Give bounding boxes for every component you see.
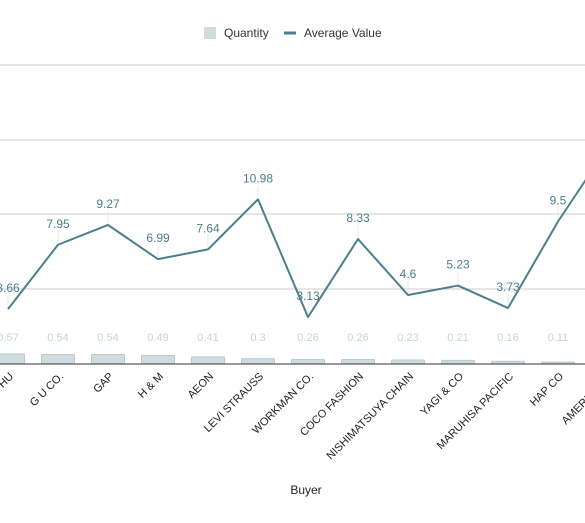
bar-gap bbox=[91, 354, 125, 365]
line-value-label: 3.73 bbox=[496, 280, 520, 294]
bar-h-m bbox=[141, 354, 175, 365]
bar-value-labels: 0.57 0.54 0.54 0.49 0.41 0.3 0.26 0.26 0.23 0.21 0… bbox=[0, 332, 568, 344]
x-tick-label: G U CO. bbox=[28, 371, 66, 409]
x-tick-label: HU bbox=[0, 371, 16, 391]
bar-value-label: 0.23 bbox=[397, 332, 418, 344]
legend: Quantity Average Value bbox=[204, 26, 382, 40]
line-value-label: 10.98 bbox=[243, 171, 273, 185]
bar-value-label: 0.3 bbox=[250, 332, 265, 344]
legend-average-value-label: Average Value bbox=[304, 26, 382, 40]
line-value-label: 3.66 bbox=[0, 281, 20, 295]
line-value-labels: 3.66 7.95 9.27 6.99 7.64 10.98 3.13 8.33 4.6 5.23… bbox=[0, 171, 567, 316]
bar-value-label: 0.49 bbox=[147, 332, 168, 344]
bar-aeon bbox=[191, 356, 225, 365]
bar-value-label: 0.26 bbox=[347, 332, 368, 344]
bar-value-label: 0.16 bbox=[497, 332, 518, 344]
bar-yagi-co bbox=[441, 359, 475, 365]
bar-workman-co bbox=[291, 358, 325, 365]
bar-g-u-co bbox=[41, 354, 75, 365]
bar-value-label: 0.54 bbox=[97, 332, 118, 344]
bar-value-label: 0.57 bbox=[0, 332, 19, 344]
line-value-label: 5.23 bbox=[446, 258, 470, 272]
line-value-label: 4.6 bbox=[400, 267, 417, 281]
line-value-label: 9.27 bbox=[96, 197, 120, 211]
bar-series-quantity bbox=[0, 353, 575, 365]
bar-levi-strauss bbox=[241, 358, 275, 365]
x-tick-label: H & M bbox=[136, 371, 166, 401]
legend-quantity-label: Quantity bbox=[224, 26, 269, 40]
bar-value-label: 0.21 bbox=[447, 332, 468, 344]
x-tick-label: NISHIMATSUYA CHAIN bbox=[325, 371, 417, 463]
line-series-average-value bbox=[7, 179, 585, 319]
bar-value-label: 0.41 bbox=[197, 332, 218, 344]
line-value-label: 8.33 bbox=[346, 211, 370, 225]
x-axis-title: Buyer bbox=[290, 483, 321, 497]
bar-value-label: 0.54 bbox=[47, 332, 68, 344]
bar-value-label: 0.26 bbox=[297, 332, 318, 344]
bar-hu bbox=[0, 353, 25, 365]
line-value-label: 7.95 bbox=[46, 217, 70, 231]
x-tick-label: HAP CO bbox=[528, 370, 566, 408]
gridlines bbox=[0, 64, 585, 290]
line-value-label: 3.13 bbox=[296, 289, 320, 303]
line-average-value bbox=[7, 179, 585, 319]
bar-nishimatsuya-chain bbox=[391, 359, 425, 365]
x-tick-label: YAGI & CO bbox=[418, 370, 466, 418]
line-value-label: 7.64 bbox=[196, 221, 220, 235]
x-tick-label: GAP bbox=[91, 371, 116, 396]
bar-coco-fashion bbox=[341, 358, 375, 365]
line-value-label: 9.5 bbox=[550, 194, 567, 208]
line-value-label: 6.99 bbox=[146, 231, 170, 245]
legend-quantity-swatch bbox=[204, 27, 216, 39]
bar-value-label: 0.11 bbox=[548, 332, 569, 344]
x-tick-label: AEON bbox=[186, 371, 217, 402]
